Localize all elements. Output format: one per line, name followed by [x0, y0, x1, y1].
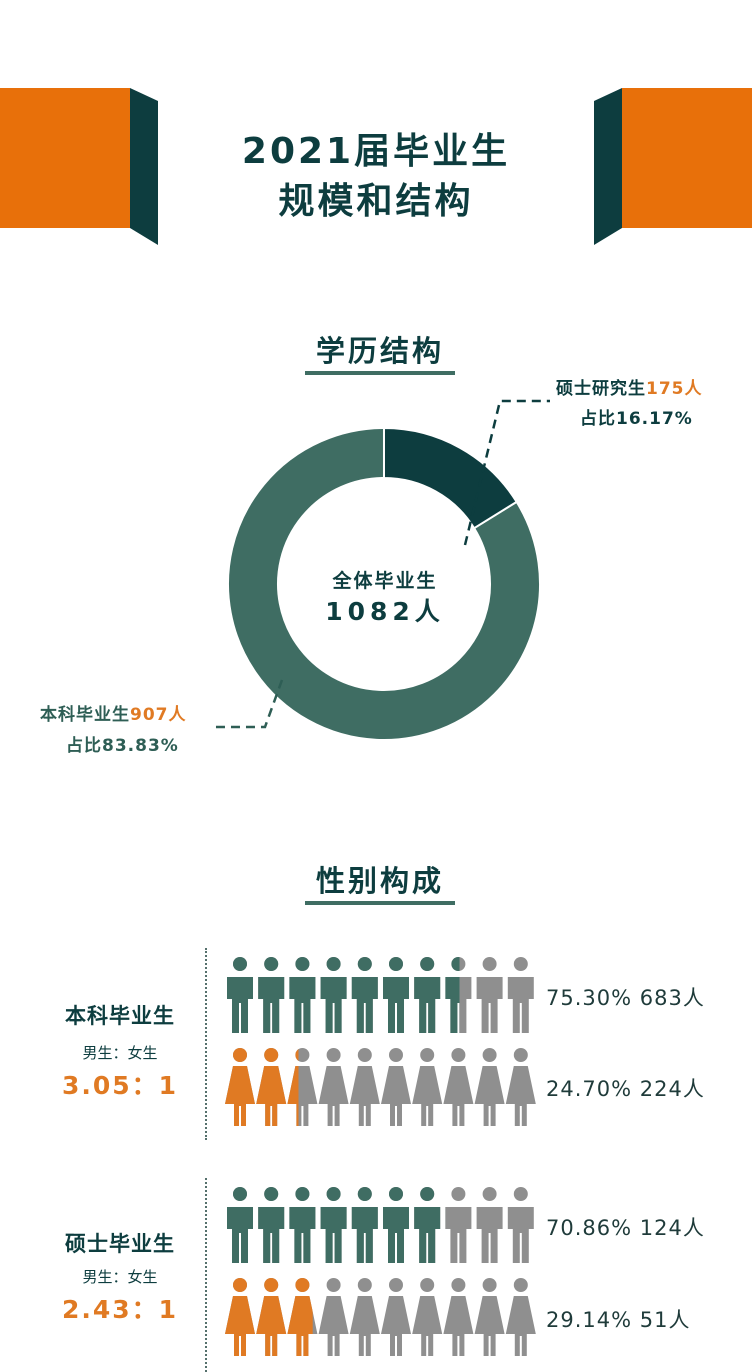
male-person-icon — [258, 1187, 285, 1263]
banner-left-fold — [130, 88, 158, 245]
female-person-icon — [225, 1278, 255, 1356]
banner-right-fold — [594, 88, 622, 245]
bachelor-ratio-label: 男生：女生 — [82, 1044, 158, 1062]
master-ratio-value: 2.43：1 — [61, 1295, 179, 1324]
male-person-icon — [414, 1187, 441, 1263]
male-person-icon — [507, 1187, 534, 1263]
male-person-icon — [414, 957, 441, 1033]
female-person-icon — [287, 1278, 313, 1356]
gender-title-underline — [305, 901, 455, 905]
male-person-icon — [289, 1187, 316, 1263]
female-person-icon — [349, 1048, 380, 1126]
master-leader-line — [463, 399, 550, 546]
master-label-text: 硕士研究生 — [556, 379, 646, 399]
page-title-line2: 规模和结构 — [278, 181, 474, 222]
education-donut-chart — [215, 399, 550, 741]
master-ratio-label: 男生：女生 — [82, 1268, 158, 1286]
female-person-icon — [381, 1278, 411, 1356]
education-title-underline — [305, 371, 455, 375]
male-person-icon — [258, 957, 285, 1033]
master-female-icon-row — [225, 1278, 536, 1356]
female-person-icon — [412, 1278, 443, 1356]
female-person-icon — [318, 1278, 349, 1356]
bachelor-male-stat: 75.30% 683人 — [546, 986, 705, 1010]
donut-center-value: 1082人 — [325, 597, 445, 626]
header-banner-right — [594, 88, 752, 245]
male-person-icon — [351, 957, 378, 1033]
master-share: 占比16.17% — [580, 409, 693, 429]
education-section-title: 学历结构 — [315, 334, 444, 368]
male-person-icon — [445, 957, 460, 1033]
female-person-icon — [256, 1048, 287, 1126]
female-person-icon — [225, 1048, 255, 1126]
bachelor-group-name: 本科毕业生 — [65, 1004, 175, 1028]
male-person-icon — [383, 1187, 409, 1263]
master-divider — [205, 1178, 207, 1372]
bachelor-leader-line — [215, 679, 284, 729]
male-person-icon — [320, 1187, 347, 1263]
header-banner-left — [0, 88, 158, 245]
master-count: 175人 — [646, 379, 703, 399]
banner-right-orange — [622, 88, 752, 228]
banner-left-orange — [0, 88, 130, 228]
bachelor-divider — [205, 948, 207, 1140]
female-person-icon — [318, 1048, 349, 1126]
male-person-icon — [227, 1187, 253, 1263]
female-person-icon — [505, 1048, 536, 1126]
male-person-icon — [476, 957, 503, 1033]
female-person-icon — [349, 1278, 380, 1356]
master-label: 硕士研究生175人 — [556, 374, 703, 399]
male-person-icon — [476, 1187, 503, 1263]
master-female-stat: 29.14% 51人 — [546, 1308, 691, 1332]
donut-segment-bachelor — [227, 426, 541, 741]
female-person-icon — [381, 1048, 411, 1126]
donut-center-label: 全体毕业生 — [332, 570, 438, 592]
female-person-icon — [505, 1278, 536, 1356]
male-person-icon — [227, 957, 253, 1033]
bachelor-female-icon-row — [225, 1048, 536, 1126]
female-person-icon — [287, 1049, 299, 1126]
master-male-icon-row — [227, 1187, 534, 1263]
female-person-icon — [443, 1048, 474, 1126]
female-person-icon — [474, 1278, 505, 1356]
bachelor-male-icon-row — [227, 957, 534, 1033]
male-person-icon — [383, 957, 409, 1033]
page-title-line1: 2021届毕业生 — [241, 131, 511, 172]
male-person-icon — [351, 1187, 378, 1263]
master-group-name: 硕士毕业生 — [65, 1232, 175, 1256]
female-person-icon — [443, 1278, 474, 1356]
female-person-icon — [256, 1278, 287, 1356]
bachelor-label: 本科毕业生907人 — [40, 700, 187, 725]
female-person-icon — [412, 1048, 443, 1126]
male-person-icon — [289, 957, 316, 1033]
bachelor-label-text: 本科毕业生 — [40, 705, 130, 725]
male-person-icon — [445, 1187, 472, 1263]
bachelor-female-stat: 24.70% 224人 — [546, 1077, 705, 1101]
male-person-icon — [320, 957, 347, 1033]
bachelor-ratio-value: 3.05：1 — [61, 1071, 179, 1100]
female-person-icon — [474, 1048, 505, 1126]
bachelor-share: 占比83.83% — [66, 736, 179, 756]
gender-section-title: 性别构成 — [315, 864, 444, 898]
master-male-stat: 70.86% 124人 — [546, 1216, 705, 1240]
bachelor-count: 907人 — [130, 705, 187, 725]
male-person-icon — [507, 957, 534, 1033]
donut-segment-master — [383, 426, 518, 530]
